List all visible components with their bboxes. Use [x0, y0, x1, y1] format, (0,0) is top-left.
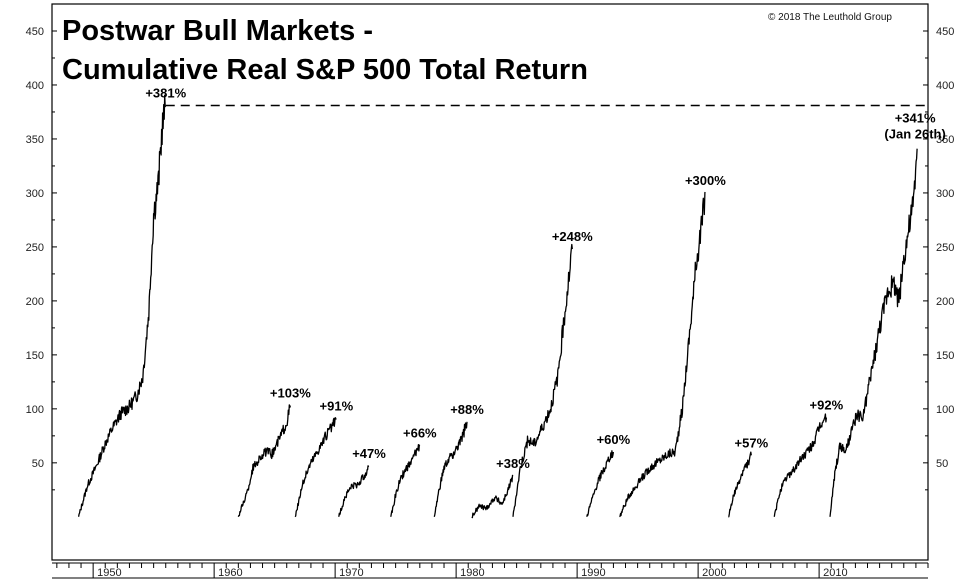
series-line-5 — [433, 421, 468, 517]
y-tick-label-left-5: 300 — [26, 188, 44, 200]
series-label-2: +91% — [320, 399, 354, 414]
series-line-8 — [586, 450, 615, 517]
y-tick-label-right-1: 100 — [936, 404, 954, 416]
series-label-10: +57% — [735, 435, 769, 450]
series-layer — [77, 94, 918, 519]
copyright-note: © 2018 The Leuthold Group — [768, 12, 892, 23]
series-line-1 — [237, 404, 292, 518]
series-line-3 — [338, 465, 370, 517]
y-axis-left: 50 100 150 200 250 300 350 400 450 — [26, 26, 57, 491]
y-tick-label-left-0: 50 — [32, 458, 44, 470]
series-line-9 — [619, 191, 706, 518]
series-label-note-12: (Jan 26th) — [884, 127, 945, 142]
y-tick-label-right-2: 150 — [936, 350, 954, 362]
x-tick-label-5: 2000 — [702, 567, 726, 579]
series-label-4: +66% — [403, 426, 437, 441]
series-label-3: +47% — [352, 446, 386, 461]
chart-title-line-1: Postwar Bull Markets - — [62, 15, 373, 47]
x-axis: 1950 1960 1970 1980 1990 2000 2010 — [52, 562, 929, 579]
x-tick-label-3: 1980 — [460, 567, 484, 579]
y-tick-label-right-8: 450 — [936, 26, 954, 38]
series-line-10 — [728, 451, 752, 518]
series-label-0: +381% — [145, 85, 186, 100]
y-tick-label-right-4: 250 — [936, 242, 954, 254]
y-tick-label-left-2: 150 — [26, 350, 44, 362]
y-tick-label-right-6: 350 — [936, 134, 954, 146]
x-tick-label-6: 2010 — [823, 567, 847, 579]
series-label-9: +300% — [685, 173, 726, 188]
chart-title-line-2: Cumulative Real S&P 500 Total Return — [62, 54, 588, 86]
series-label-7: +248% — [552, 229, 593, 244]
y-tick-label-right-3: 200 — [936, 296, 954, 308]
y-tick-label-left-8: 450 — [26, 26, 44, 38]
series-label-12: +341% — [895, 111, 936, 126]
series-line-4 — [390, 444, 421, 517]
series-line-2 — [294, 417, 337, 518]
y-tick-label-right-0: 50 — [936, 458, 948, 470]
y-tick-label-left-3: 200 — [26, 296, 44, 308]
series-line-6 — [471, 474, 514, 519]
y-tick-label-left-4: 250 — [26, 242, 44, 254]
series-line-11 — [773, 413, 828, 517]
x-tick-label-1: 1960 — [218, 567, 242, 579]
series-label-8: +60% — [597, 432, 631, 447]
series-line-0 — [77, 94, 167, 517]
y-tick-label-left-7: 400 — [26, 80, 44, 92]
y-tick-label-right-7: 400 — [936, 80, 954, 92]
y-tick-label-left-1: 100 — [26, 404, 44, 416]
y-axis-right: 50 100 150 200 250 300 350 400 450 — [923, 26, 954, 491]
x-tick-label-0: 1950 — [97, 567, 121, 579]
series-line-7 — [512, 243, 573, 517]
y-tick-label-left-6: 350 — [26, 134, 44, 146]
series-label-1: +103% — [270, 386, 311, 401]
series-label-6: +38% — [496, 456, 530, 471]
series-labels: +381% +103% +91% +47% +66% +88% +38% +248% +60% +… — [145, 85, 946, 470]
series-line-12 — [829, 148, 918, 517]
series-label-11: +92% — [810, 397, 844, 412]
y-tick-label-right-5: 300 — [936, 188, 954, 200]
x-tick-label-2: 1970 — [339, 567, 363, 579]
x-tick-label-4: 1990 — [581, 567, 605, 579]
plot-frame — [51, 3, 929, 561]
series-label-5: +88% — [450, 402, 484, 417]
